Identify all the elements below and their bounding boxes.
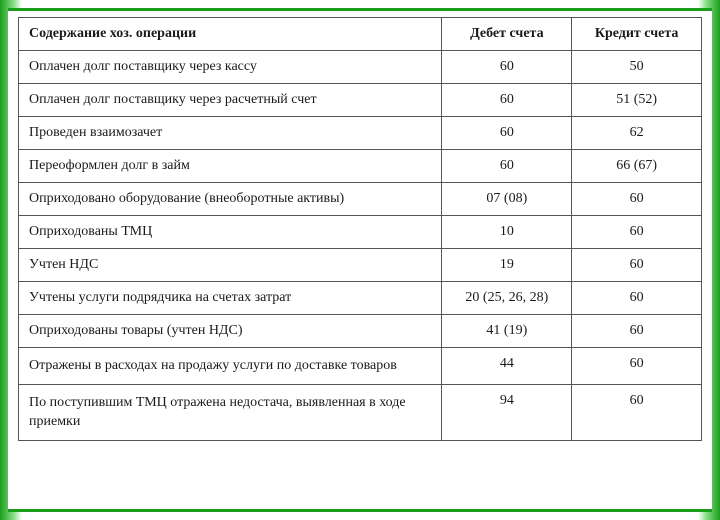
cell-credit: 60 [572, 384, 702, 440]
cell-credit: 60 [572, 282, 702, 315]
table-row: Учтены услуги подрядчика на счетах затра… [19, 282, 702, 315]
cell-credit: 66 (67) [572, 150, 702, 183]
table-header-row: Содержание хоз. операции Дебет счета Кре… [19, 18, 702, 51]
cell-description: Оприходовано оборудование (внеоборотные … [19, 183, 442, 216]
cell-description: Оприходованы ТМЦ [19, 216, 442, 249]
cell-debit: 10 [442, 216, 572, 249]
table-row: Учтен НДС 19 60 [19, 249, 702, 282]
cell-credit: 60 [572, 315, 702, 348]
table-row: Оприходовано оборудование (внеоборотные … [19, 183, 702, 216]
cell-description: Отражены в расходах на продажу услуги по… [19, 348, 442, 385]
cell-debit: 60 [442, 84, 572, 117]
cell-credit: 60 [572, 216, 702, 249]
cell-debit: 60 [442, 51, 572, 84]
cell-description: Оприходованы товары (учтен НДС) [19, 315, 442, 348]
cell-credit: 60 [572, 249, 702, 282]
cell-debit: 60 [442, 117, 572, 150]
cell-debit: 94 [442, 384, 572, 440]
table-row: Отражены в расходах на продажу услуги по… [19, 348, 702, 385]
cell-description: Переоформлен долг в займ [19, 150, 442, 183]
cell-description: Учтены услуги подрядчика на счетах затра… [19, 282, 442, 315]
cell-description: Оплачен долг поставщику через расчетный … [19, 84, 442, 117]
accounting-table: Содержание хоз. операции Дебет счета Кре… [18, 17, 702, 441]
cell-debit: 07 (08) [442, 183, 572, 216]
table-body: Оплачен долг поставщику через кассу 60 5… [19, 51, 702, 441]
cell-description: Оплачен долг поставщику через кассу [19, 51, 442, 84]
header-credit: Кредит счета [572, 18, 702, 51]
cell-credit: 51 (52) [572, 84, 702, 117]
table-row: Проведен взаимозачет 60 62 [19, 117, 702, 150]
cell-credit: 60 [572, 183, 702, 216]
cell-debit: 20 (25, 26, 28) [442, 282, 572, 315]
table-row: Переоформлен долг в займ 60 66 (67) [19, 150, 702, 183]
header-description: Содержание хоз. операции [19, 18, 442, 51]
table-row: По поступившим ТМЦ отражена недостача, в… [19, 384, 702, 440]
cell-debit: 60 [442, 150, 572, 183]
header-debit: Дебет счета [442, 18, 572, 51]
table-row: Оплачен долг поставщику через расчетный … [19, 84, 702, 117]
frame: Содержание хоз. операции Дебет счета Кре… [8, 8, 712, 512]
cell-debit: 19 [442, 249, 572, 282]
cell-description: По поступившим ТМЦ отражена недостача, в… [19, 384, 442, 440]
table-row: Оплачен долг поставщику через кассу 60 5… [19, 51, 702, 84]
cell-description: Учтен НДС [19, 249, 442, 282]
cell-credit: 62 [572, 117, 702, 150]
cell-description: Проведен взаимозачет [19, 117, 442, 150]
cell-debit: 44 [442, 348, 572, 385]
cell-credit: 50 [572, 51, 702, 84]
cell-credit: 60 [572, 348, 702, 385]
cell-debit: 41 (19) [442, 315, 572, 348]
table-row: Оприходованы ТМЦ 10 60 [19, 216, 702, 249]
table-row: Оприходованы товары (учтен НДС) 41 (19) … [19, 315, 702, 348]
